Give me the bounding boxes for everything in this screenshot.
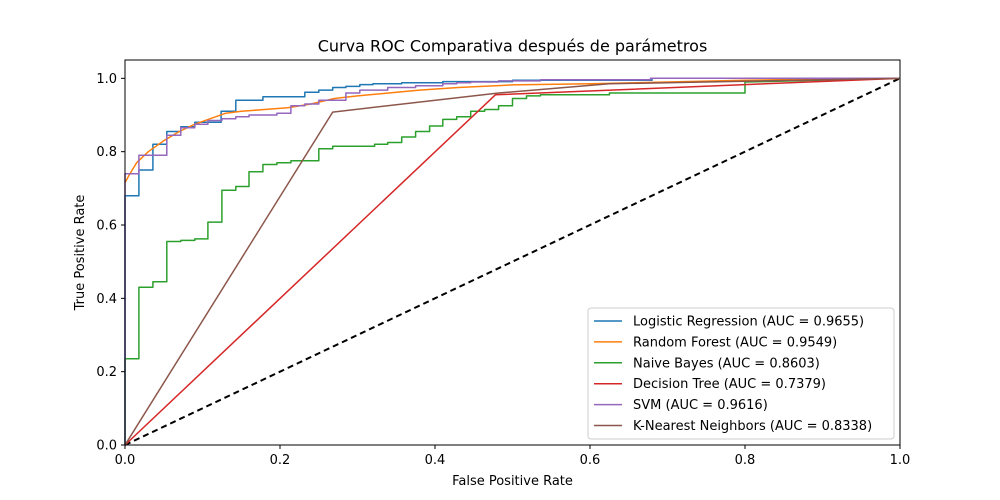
legend: Logistic Regression (AUC = 0.9655) Random…	[587, 307, 895, 440]
legend-label: Decision Tree (AUC = 0.7379)	[633, 377, 826, 392]
legend-label: Logistic Regression (AUC = 0.9655)	[633, 315, 864, 330]
legend-label: K-Nearest Neighbors (AUC = 0.8338)	[633, 419, 872, 434]
legend-label: Naive Bayes (AUC = 0.8603)	[633, 356, 820, 371]
y-tick-label: 0.6	[96, 219, 117, 234]
y-tick-label: 0.2	[96, 365, 117, 380]
y-tick-label: 0.8	[96, 145, 117, 160]
x-tick-label: 1.0	[890, 453, 911, 468]
x-axis-label: False Positive Rate	[452, 474, 573, 489]
axes-frame	[124, 59, 901, 446]
series-line-3	[124, 77, 901, 446]
x-tick-label: 0.2	[270, 453, 291, 468]
x-tick-label: 0.4	[425, 453, 446, 468]
y-tick-label: 0.0	[96, 439, 117, 454]
legend-label: SVM (AUC = 0.9616)	[633, 398, 768, 413]
plot-area	[124, 77, 901, 446]
chart-title: Curva ROC Comparativa después de parámet…	[318, 37, 708, 56]
x-tick-label: 0.8	[735, 453, 756, 468]
series-line-2	[124, 77, 901, 445]
random-baseline-line	[124, 77, 901, 446]
legend-label: Random Forest (AUC = 0.9549)	[633, 335, 837, 350]
x-tick-label: 0.0	[115, 453, 136, 468]
series-line-4	[124, 77, 900, 445]
x-axis: 0.0 0.2 0.4 0.6 0.8 1.0	[115, 445, 911, 468]
y-tick-label: 1.0	[96, 72, 117, 87]
y-axis-label: True Positive Rate	[73, 195, 88, 312]
x-tick-label: 0.6	[580, 453, 601, 468]
y-tick-label: 0.4	[96, 292, 117, 307]
series-line-5	[124, 77, 901, 446]
y-axis: 0.0 0.2 0.4 0.6 0.8 1.0	[96, 72, 125, 454]
legend-box	[587, 307, 895, 440]
